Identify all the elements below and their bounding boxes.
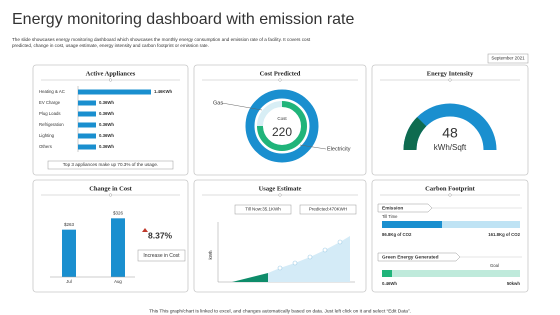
title-dot xyxy=(278,78,282,82)
value-label: 0.36Wh xyxy=(99,144,114,149)
panel xyxy=(32,64,189,176)
note-box xyxy=(47,160,174,170)
value-label: 0.36Wh xyxy=(99,133,114,138)
title-dot xyxy=(108,78,112,82)
panel-title: Change in Cost xyxy=(89,185,132,192)
category-label: Heating & AC xyxy=(39,89,65,94)
note: Increase in Cost xyxy=(143,253,180,259)
value-left: 86.8Kg of CO2 xyxy=(382,232,412,237)
point xyxy=(277,265,283,271)
label: Electricity xyxy=(327,146,351,152)
label: Till Now:35.1KWh xyxy=(245,207,281,212)
panel-title: Cost Predicted xyxy=(260,70,301,77)
value-label: 0.36Wh xyxy=(99,100,114,105)
label: Emission xyxy=(382,205,403,211)
panel-title: Active Appliances xyxy=(86,70,136,77)
note-box xyxy=(137,249,186,262)
bar-track xyxy=(382,270,520,277)
value-label: 0.36Wh xyxy=(99,111,114,116)
label: Predicted:470KWH xyxy=(309,207,347,212)
label-tag xyxy=(377,203,433,213)
bar-fill xyxy=(382,270,392,277)
category-label: Lighting xyxy=(39,133,55,138)
unit: kWh/Sqft xyxy=(434,143,467,152)
axis-label: kWh xyxy=(208,250,213,259)
bar xyxy=(62,229,76,277)
panel xyxy=(371,64,529,176)
bar-track xyxy=(382,221,520,228)
category-label: Plug Loads xyxy=(39,111,61,116)
donut-outer xyxy=(245,89,319,163)
sub-label: Goal xyxy=(490,263,499,268)
value-label: 1.46KWh xyxy=(154,89,173,94)
category-label: Others xyxy=(39,144,52,149)
label-tag xyxy=(377,252,461,262)
description-line: The slide showcases energy monitoring da… xyxy=(12,37,311,42)
label: Gas xyxy=(213,100,223,106)
value-label: $326 xyxy=(113,211,124,216)
bar xyxy=(78,111,96,117)
bar xyxy=(78,122,96,128)
bar xyxy=(78,100,96,106)
label-box xyxy=(299,204,357,215)
leader xyxy=(221,102,263,111)
bar xyxy=(111,218,125,277)
label: Green Energy Generated xyxy=(382,254,439,260)
title: Energy monitoring dashboard with emissio… xyxy=(12,11,355,28)
value-label: $263 xyxy=(64,222,75,227)
value-label: 0.36Wh xyxy=(99,122,114,127)
description-line: predicted, change in cost, usage estimat… xyxy=(12,43,209,48)
category-label: EV Charge xyxy=(39,100,61,105)
category-label: Refrigeration xyxy=(39,122,64,127)
point xyxy=(307,254,313,260)
panel-title: Carbon Footprint xyxy=(425,185,475,192)
title-dot xyxy=(108,193,112,197)
date: September 2021 xyxy=(491,56,525,61)
point xyxy=(337,239,343,245)
change: 8.37% xyxy=(148,230,173,240)
point xyxy=(322,247,328,253)
panel-title: Energy Intensity xyxy=(427,70,474,77)
area-actual xyxy=(232,273,268,282)
bar-fill xyxy=(382,221,442,228)
gauge-green xyxy=(403,117,427,151)
panel xyxy=(193,64,367,176)
donut-inner xyxy=(257,101,307,151)
title-dot xyxy=(278,193,282,197)
value-right: 161.8Kg of CO2 xyxy=(488,232,520,237)
point xyxy=(292,260,298,266)
category-label: Aug xyxy=(114,279,122,284)
label-box xyxy=(234,204,292,215)
description: The slide showcases energy monitoring da… xyxy=(12,37,311,48)
bar xyxy=(78,133,96,139)
bar xyxy=(78,144,96,150)
category-label: Jul xyxy=(66,279,72,284)
value-right: 50kwh xyxy=(507,281,521,286)
footer: This This graph/chart is linked to excel… xyxy=(149,308,411,314)
leader xyxy=(299,144,327,150)
title-dot xyxy=(448,193,452,197)
note: Top 3 appliances make up 70.3% of the us… xyxy=(63,162,159,167)
value-left: 0.46Wh xyxy=(382,281,397,286)
value: 220 xyxy=(272,125,292,139)
date-box xyxy=(487,53,529,64)
caption: Cost xyxy=(277,116,287,121)
sub-label: Till Time xyxy=(382,214,398,219)
arrow xyxy=(142,228,148,232)
bar xyxy=(78,89,151,95)
title-dot xyxy=(448,78,452,82)
value: 48 xyxy=(442,125,458,141)
panel-title: Usage Estimate xyxy=(259,185,302,192)
